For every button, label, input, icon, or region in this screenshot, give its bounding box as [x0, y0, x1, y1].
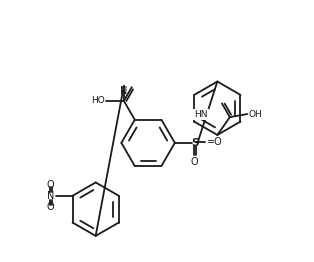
Text: N: N: [47, 191, 54, 201]
Text: N: N: [120, 86, 127, 96]
Text: OH: OH: [248, 110, 262, 118]
Text: O: O: [191, 157, 198, 167]
Text: O: O: [47, 202, 55, 212]
Text: HN: HN: [194, 110, 208, 119]
Text: HO: HO: [91, 96, 105, 105]
Text: =O: =O: [208, 137, 223, 147]
Text: S: S: [191, 138, 198, 148]
Text: O: O: [47, 180, 55, 190]
